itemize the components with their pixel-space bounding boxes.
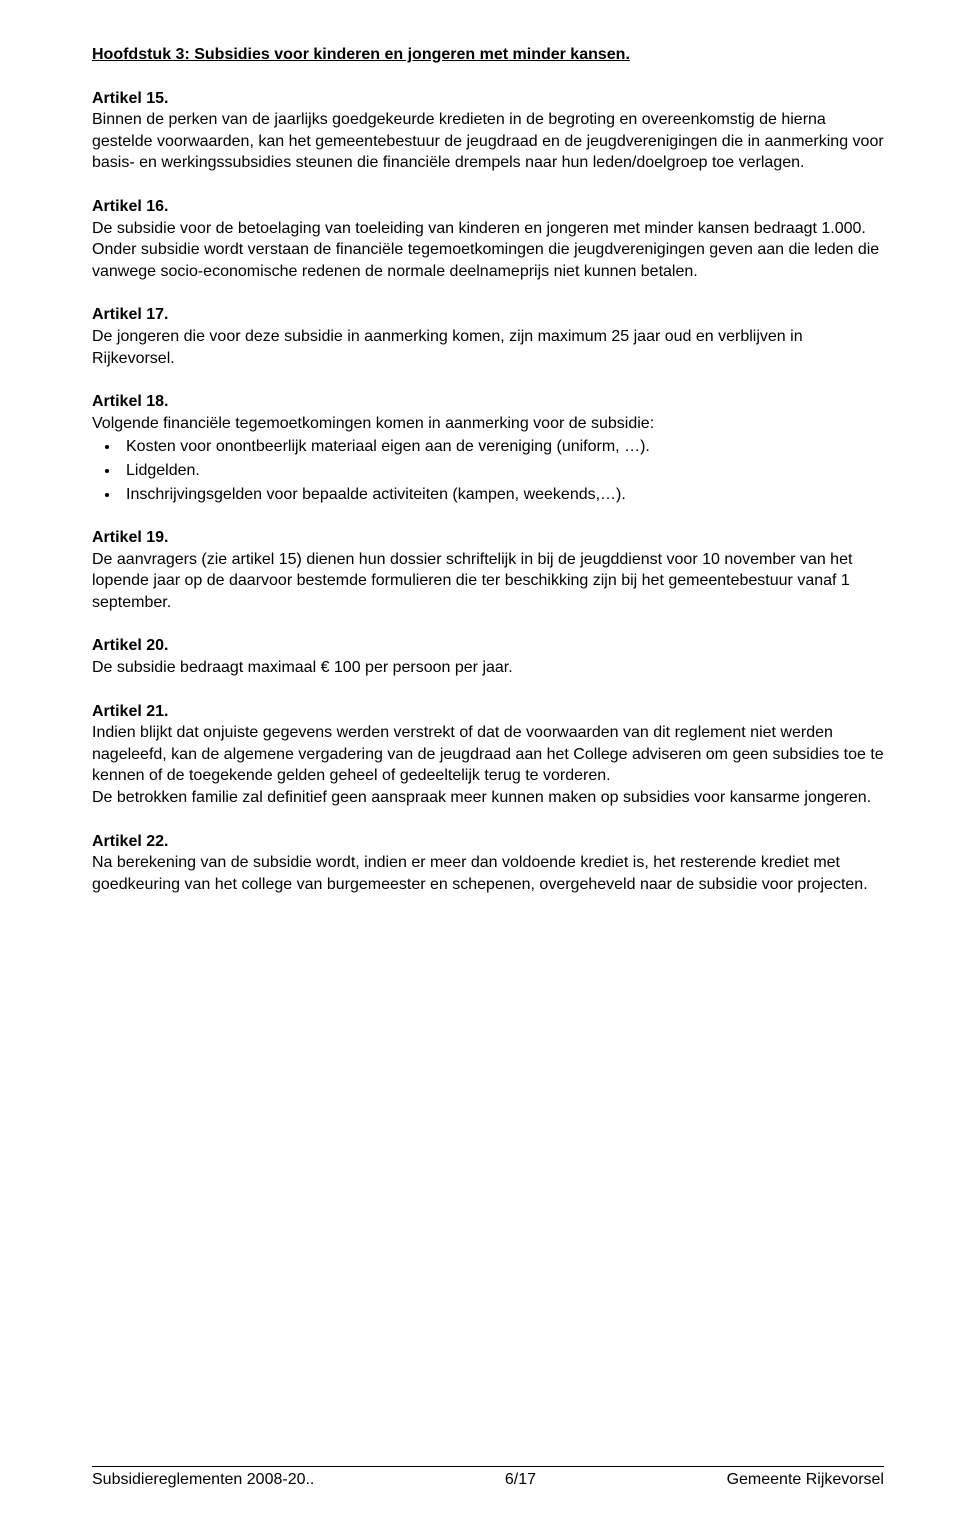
article-21: Artikel 21. Indien blijkt dat onjuiste g… (92, 701, 884, 809)
article-22-body: Na berekening van de subsidie wordt, ind… (92, 854, 868, 893)
footer-right: Gemeente Rijkevorsel (727, 1471, 884, 1489)
article-18-item: Lidgelden. (120, 460, 884, 482)
article-16-body-1: De subsidie voor de betoelaging van toel… (92, 220, 866, 237)
article-17-heading: Artikel 17. (92, 306, 168, 323)
article-21-body-1: Indien blijkt dat onjuiste gegevens werd… (92, 724, 884, 784)
article-20-heading: Artikel 20. (92, 637, 168, 654)
article-22: Artikel 22. Na berekening van de subsidi… (92, 831, 884, 896)
chapter-title: Hoofdstuk 3: Subsidies voor kinderen en … (92, 44, 884, 66)
article-18-item: Inschrijvingsgelden voor bepaalde activi… (120, 484, 884, 506)
article-18: Artikel 18. Volgende financiële tegemoet… (92, 391, 884, 505)
article-19: Artikel 19. De aanvragers (zie artikel 1… (92, 527, 884, 613)
article-19-heading: Artikel 19. (92, 529, 168, 546)
article-15-body: Binnen de perken van de jaarlijks goedge… (92, 111, 884, 171)
document-page: Hoofdstuk 3: Subsidies voor kinderen en … (0, 0, 960, 1517)
footer-center: 6/17 (505, 1471, 536, 1489)
page-footer: Subsidiereglementen 2008-20.. 6/17 Gemee… (92, 1466, 884, 1489)
article-15: Artikel 15. Binnen de perken van de jaar… (92, 88, 884, 174)
article-16-heading: Artikel 16. (92, 198, 168, 215)
article-21-heading: Artikel 21. (92, 703, 168, 720)
article-19-body: De aanvragers (zie artikel 15) dienen hu… (92, 551, 852, 611)
article-18-intro: Volgende financiële tegemoetkomingen kom… (92, 415, 654, 432)
footer-left: Subsidiereglementen 2008-20.. (92, 1471, 314, 1489)
article-16: Artikel 16. De subsidie voor de betoelag… (92, 196, 884, 282)
article-16-body-2: Onder subsidie wordt verstaan de financi… (92, 241, 879, 280)
article-17: Artikel 17. De jongeren die voor deze su… (92, 304, 884, 369)
article-18-item: Kosten voor onontbeerlijk materiaal eige… (120, 436, 884, 458)
article-20-body: De subsidie bedraagt maximaal € 100 per … (92, 659, 513, 676)
footer-divider (92, 1466, 884, 1467)
article-18-list: Kosten voor onontbeerlijk materiaal eige… (120, 436, 884, 505)
article-22-heading: Artikel 22. (92, 833, 168, 850)
article-18-heading: Artikel 18. (92, 393, 168, 410)
article-21-body-2: De betrokken familie zal definitief geen… (92, 789, 871, 806)
article-20: Artikel 20. De subsidie bedraagt maximaa… (92, 635, 884, 678)
article-15-heading: Artikel 15. (92, 90, 168, 107)
article-17-body: De jongeren die voor deze subsidie in aa… (92, 328, 803, 367)
